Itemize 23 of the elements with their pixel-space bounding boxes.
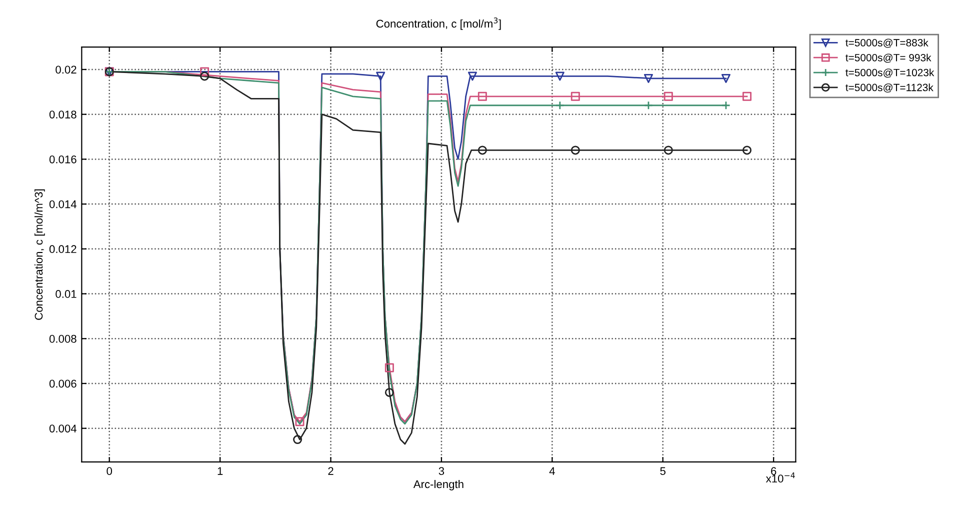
legend-label: t=5000s@T=1023k (846, 68, 934, 78)
y-tick-label: 0.014 (49, 200, 76, 208)
x-tick-label: 3 (438, 467, 444, 475)
x-tick-label: 5 (660, 467, 666, 475)
y-tick-label: 0.01 (56, 290, 76, 298)
x-tick-label: 4 (549, 467, 555, 475)
legend-label: t=5000s@T=1123k (846, 84, 934, 93)
x-tick-label: 6 (771, 467, 776, 475)
x-axis-title: Arc-length (413, 480, 464, 490)
y-tick-label: 0.02 (56, 66, 76, 74)
y-tick-label: 0.008 (49, 334, 76, 343)
y-tick-label: 0.016 (49, 155, 76, 164)
chart-title: Concentration, c [mol/m$^{3}$] (376, 18, 501, 30)
y-tick-label: 0.012 (49, 245, 76, 254)
x-tick-label: 2 (328, 467, 334, 475)
legend-label: t=5000s@T= 993k (846, 54, 932, 63)
x-tick-label: 0 (106, 467, 112, 475)
y-tick-label: 0.018 (49, 110, 76, 118)
y-tick-label: 0.004 (49, 424, 76, 432)
legend-label: t=5000s@T=883k (846, 38, 928, 48)
y-tick-label: 0.006 (49, 380, 76, 388)
x-tick-label: 1 (218, 467, 223, 475)
y-axis-title: Concentration, c [mol/m^3] (34, 189, 45, 320)
